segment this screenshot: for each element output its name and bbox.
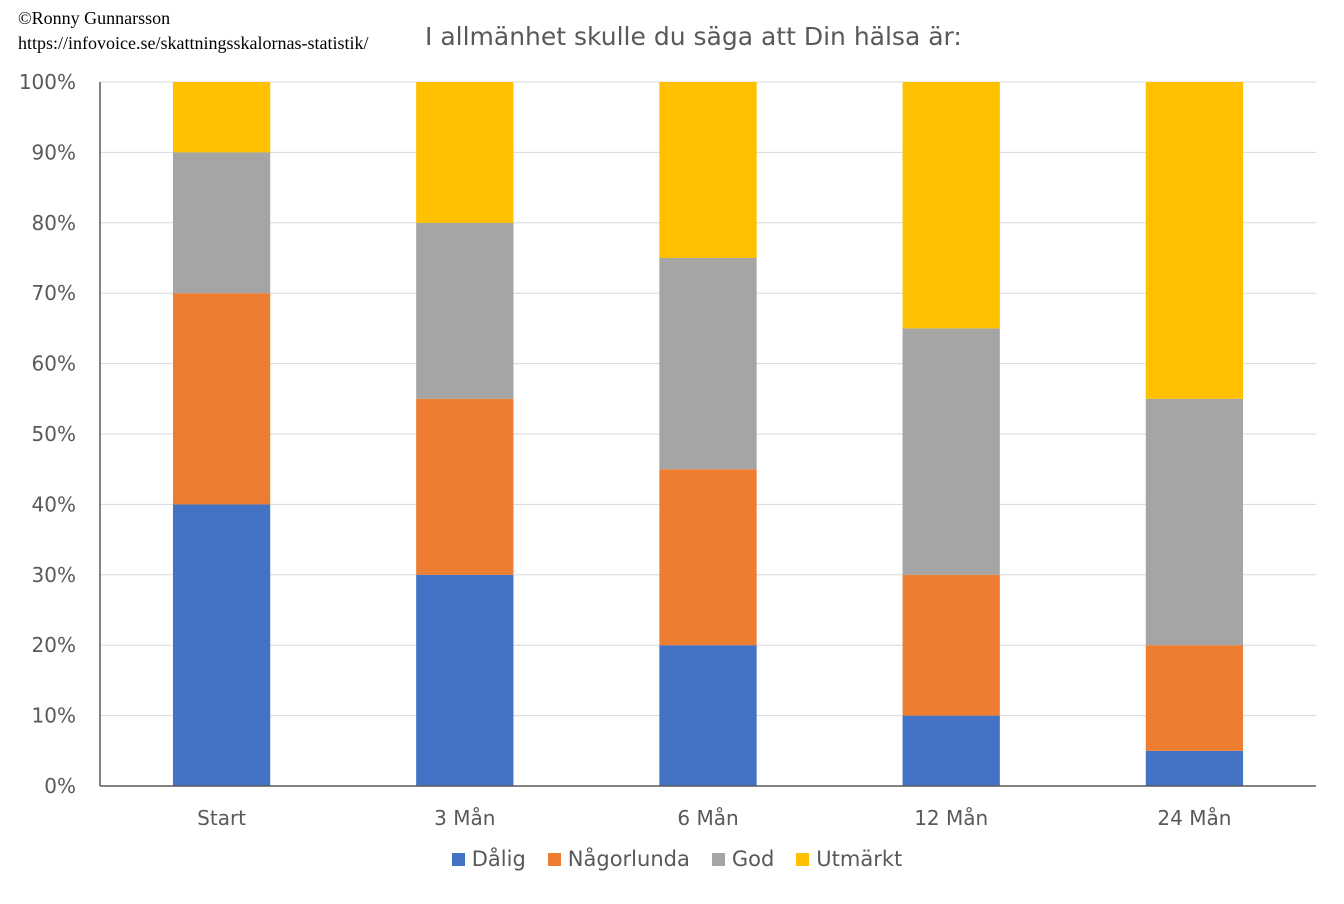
y-tick-label: 30% xyxy=(32,563,76,587)
legend-label: God xyxy=(731,847,775,871)
x-tick-label: 6 Mån xyxy=(677,806,738,830)
y-tick-label: 80% xyxy=(32,211,76,235)
y-tick-label: 10% xyxy=(32,704,76,728)
bar-dålig-3 xyxy=(902,715,1000,786)
bar-god-1 xyxy=(416,222,514,399)
x-tick-label: 24 Mån xyxy=(1157,806,1231,830)
bar-dålig-1 xyxy=(416,574,514,786)
x-tick-label: 12 Mån xyxy=(914,806,988,830)
bar-dålig-2 xyxy=(659,645,757,786)
bar-någorlunda-1 xyxy=(416,398,514,575)
legend-label: Utmärkt xyxy=(816,847,903,871)
y-tick-label: 0% xyxy=(44,774,76,798)
bar-god-2 xyxy=(659,258,757,470)
y-tick-label: 100% xyxy=(19,70,76,94)
legend-label: Dålig xyxy=(471,847,526,871)
source-url: https://infovoice.se/skattningsskalornas… xyxy=(18,33,369,53)
bar-god-3 xyxy=(902,328,1000,575)
bar-någorlunda-0 xyxy=(172,293,271,505)
y-tick-label: 50% xyxy=(32,422,76,446)
y-tick-label: 70% xyxy=(32,281,76,305)
bar-utmärkt-0 xyxy=(172,82,271,153)
chart-title: I allmänhet skulle du säga att Din hälsa… xyxy=(425,22,962,51)
bar-dålig-0 xyxy=(172,504,271,786)
bar-stacks xyxy=(172,82,1244,786)
bar-utmärkt-2 xyxy=(659,82,757,258)
y-tick-label: 40% xyxy=(32,492,76,516)
legend-swatch xyxy=(451,852,465,866)
legend-swatch xyxy=(547,852,561,866)
legend-item: Dålig xyxy=(451,847,526,871)
bar-utmärkt-1 xyxy=(416,82,514,223)
legend-item: Någorlunda xyxy=(547,847,690,871)
y-axis-tick-labels: 0% 10% 20% 30% 40% 50% 60% 70% 80% 90% 100% xyxy=(19,70,76,798)
bar-god-0 xyxy=(172,152,271,294)
bar-dålig-4 xyxy=(1145,750,1244,786)
y-tick-label: 20% xyxy=(32,633,76,657)
bar-utmärkt-4 xyxy=(1145,82,1244,399)
bar-någorlunda-2 xyxy=(659,469,757,646)
y-tick-label: 60% xyxy=(32,352,76,376)
bar-god-4 xyxy=(1145,398,1244,646)
x-axis-tick-labels: Start 3 Mån 6 Mån 12 Mån 24 Mån xyxy=(197,806,1231,830)
legend-swatch xyxy=(711,852,725,866)
legend-item: God xyxy=(711,847,775,871)
bar-utmärkt-3 xyxy=(902,82,1000,329)
legend-label: Någorlunda xyxy=(567,847,690,871)
author-credit: ©Ronny Gunnarsson xyxy=(18,8,171,28)
x-tick-label: 3 Mån xyxy=(434,806,495,830)
bar-någorlunda-4 xyxy=(1145,645,1244,751)
legend: Dålig Någorlunda God Utmärkt xyxy=(0,847,1344,871)
legend-item: Utmärkt xyxy=(796,847,902,871)
legend-swatch xyxy=(796,852,810,866)
x-tick-label: Start xyxy=(197,806,246,830)
bar-någorlunda-3 xyxy=(902,574,1000,716)
axes xyxy=(99,82,1316,787)
y-tick-label: 90% xyxy=(32,140,76,164)
